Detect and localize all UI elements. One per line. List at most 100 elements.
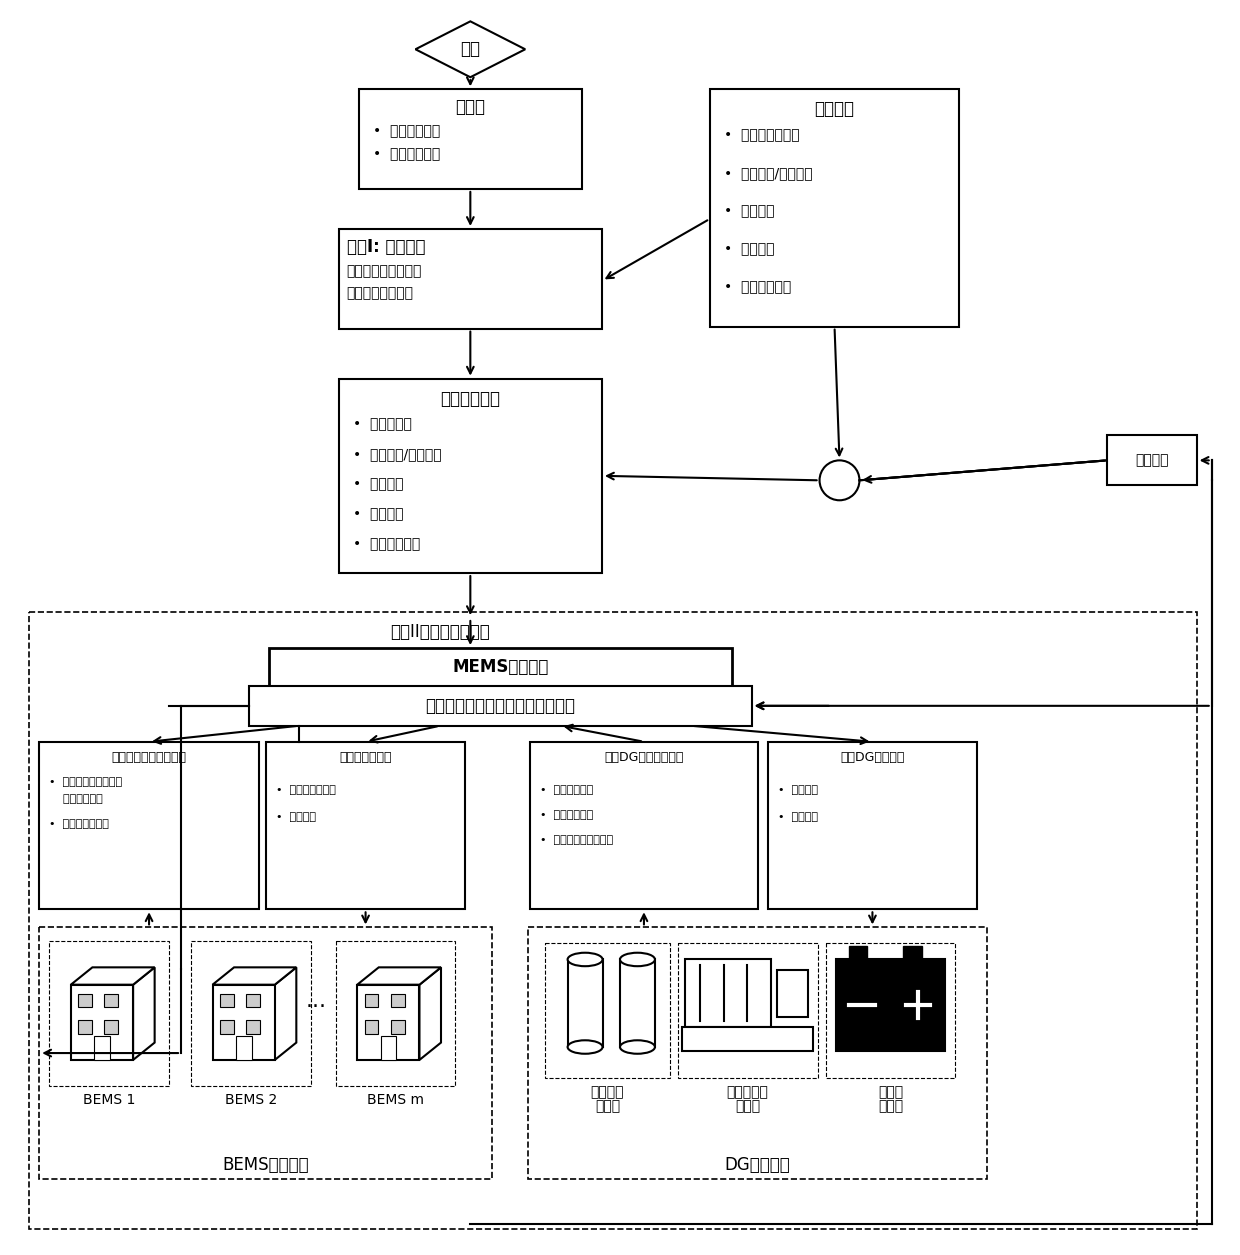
Text: BEMS m: BEMS m: [367, 1093, 424, 1107]
Text: 各个DG运行参数信息: 各个DG运行参数信息: [604, 752, 683, 764]
Bar: [339, 228, 603, 329]
Text: •  爬坡下调约束: • 爬坡下调约束: [541, 809, 594, 820]
Text: •  功率输出: • 功率输出: [777, 784, 817, 794]
Circle shape: [820, 461, 859, 501]
Polygon shape: [275, 968, 296, 1060]
Text: •  启停计划: • 启停计划: [777, 812, 817, 822]
Bar: [30, 612, 1197, 1229]
Text: 内温度区间）: 内温度区间）: [50, 793, 103, 803]
Text: 数据量测: 数据量测: [1135, 453, 1168, 467]
Text: 追踪日前调度给定的联络线设定值: 追踪日前调度给定的联络线设定值: [425, 697, 575, 715]
Bar: [528, 927, 987, 1178]
Bar: [78, 1020, 92, 1034]
Text: （日标：降低微网系: （日标：降低微网系: [347, 264, 422, 277]
Bar: [682, 1027, 813, 1050]
Text: BEMS 2: BEMS 2: [224, 1093, 277, 1107]
Bar: [836, 960, 945, 1050]
Bar: [849, 946, 867, 960]
Text: ···: ···: [305, 998, 326, 1017]
Text: 阶段II：日间滚动修正: 阶段II：日间滚动修正: [391, 622, 490, 641]
Text: •  光照强度/光伏出力: • 光照强度/光伏出力: [724, 166, 812, 179]
Bar: [336, 941, 455, 1086]
Bar: [219, 994, 233, 1008]
Text: •  制冷机调度指令: • 制冷机调度指令: [275, 784, 336, 794]
Text: 燃料电池: 燃料电池: [590, 1086, 624, 1099]
Text: •  室外温度: • 室外温度: [352, 507, 403, 521]
Bar: [71, 985, 133, 1060]
Polygon shape: [415, 21, 526, 78]
Bar: [78, 994, 92, 1008]
Bar: [246, 994, 260, 1008]
Text: •  室内温度: • 室内温度: [275, 812, 316, 822]
Bar: [269, 648, 732, 686]
Bar: [365, 1020, 378, 1034]
Bar: [191, 941, 311, 1086]
Text: •  室内热源得热: • 室内热源得热: [352, 537, 420, 551]
Bar: [391, 1020, 404, 1034]
Text: BEMS 1: BEMS 1: [83, 1093, 135, 1107]
Bar: [265, 742, 465, 910]
Ellipse shape: [568, 953, 603, 966]
Bar: [709, 89, 960, 326]
Bar: [94, 1035, 110, 1060]
Polygon shape: [133, 968, 155, 1060]
Ellipse shape: [568, 1040, 603, 1054]
Bar: [620, 960, 655, 1047]
Polygon shape: [212, 968, 296, 985]
Text: 各个DG调控指令: 各个DG调控指令: [841, 752, 905, 764]
Text: DG下层管理: DG下层管理: [725, 1156, 791, 1173]
Bar: [104, 994, 118, 1008]
Text: •  室外温度: • 室外温度: [724, 242, 774, 256]
Text: MEMS上层调度: MEMS上层调度: [453, 658, 548, 676]
Text: •  楼宇电负荷: • 楼宇电负荷: [352, 418, 412, 432]
Bar: [358, 89, 582, 190]
Bar: [249, 686, 751, 725]
Text: 柴油发电机: 柴油发电机: [727, 1086, 769, 1099]
Text: •  风机出力: • 风机出力: [352, 477, 403, 491]
Text: •  用户舒适度需求（室: • 用户舒适度需求（室: [50, 777, 123, 787]
Text: 阶段I: 日前调度: 阶段I: 日前调度: [347, 238, 425, 256]
Text: 各楼宇调控指令: 各楼宇调控指令: [340, 752, 392, 764]
Text: 更新系统状态: 更新系统状态: [440, 389, 500, 408]
Text: 控制器: 控制器: [735, 1099, 760, 1113]
Text: •  制冷机运行约束: • 制冷机运行约束: [50, 818, 109, 828]
Text: 统日前运行成本）: 统日前运行成本）: [347, 286, 414, 300]
Text: 数据预测: 数据预测: [815, 100, 854, 118]
Text: 控制器: 控制器: [878, 1099, 903, 1113]
Text: •  最小开关机时间约束: • 最小开关机时间约束: [541, 835, 614, 845]
Bar: [546, 944, 670, 1078]
Polygon shape: [357, 968, 441, 985]
Bar: [904, 946, 921, 960]
Bar: [236, 1035, 252, 1060]
Bar: [777, 970, 807, 1017]
Ellipse shape: [620, 1040, 655, 1054]
Bar: [826, 944, 955, 1078]
Bar: [104, 1020, 118, 1034]
Text: •  风机出力: • 风机出力: [724, 203, 774, 218]
Bar: [531, 742, 758, 910]
Bar: [246, 1020, 260, 1034]
Bar: [357, 985, 419, 1060]
Ellipse shape: [620, 953, 655, 966]
Text: •  室内热源得热: • 室内热源得热: [724, 280, 791, 294]
Polygon shape: [71, 968, 155, 985]
Text: 各个楼宇运行参数信息: 各个楼宇运行参数信息: [112, 752, 186, 764]
Text: •  设定调度目标: • 设定调度目标: [372, 124, 440, 138]
Bar: [339, 379, 603, 574]
Text: •  功率输出约束: • 功率输出约束: [541, 784, 594, 794]
Bar: [40, 742, 259, 910]
Bar: [391, 994, 404, 1008]
Bar: [212, 985, 275, 1060]
Text: •  楼宇用电电负荷: • 楼宇用电电负荷: [724, 128, 800, 142]
Text: BEMS下层管理: BEMS下层管理: [222, 1156, 309, 1173]
Bar: [678, 944, 817, 1078]
Bar: [50, 941, 169, 1086]
Bar: [568, 960, 603, 1047]
Text: 开始: 开始: [460, 40, 480, 58]
Text: 蓄电池: 蓄电池: [878, 1086, 903, 1099]
Bar: [219, 1020, 233, 1034]
Bar: [684, 960, 771, 1027]
Bar: [365, 994, 378, 1008]
Text: •  设定时间尺度: • 设定时间尺度: [372, 147, 440, 161]
Bar: [768, 742, 977, 910]
